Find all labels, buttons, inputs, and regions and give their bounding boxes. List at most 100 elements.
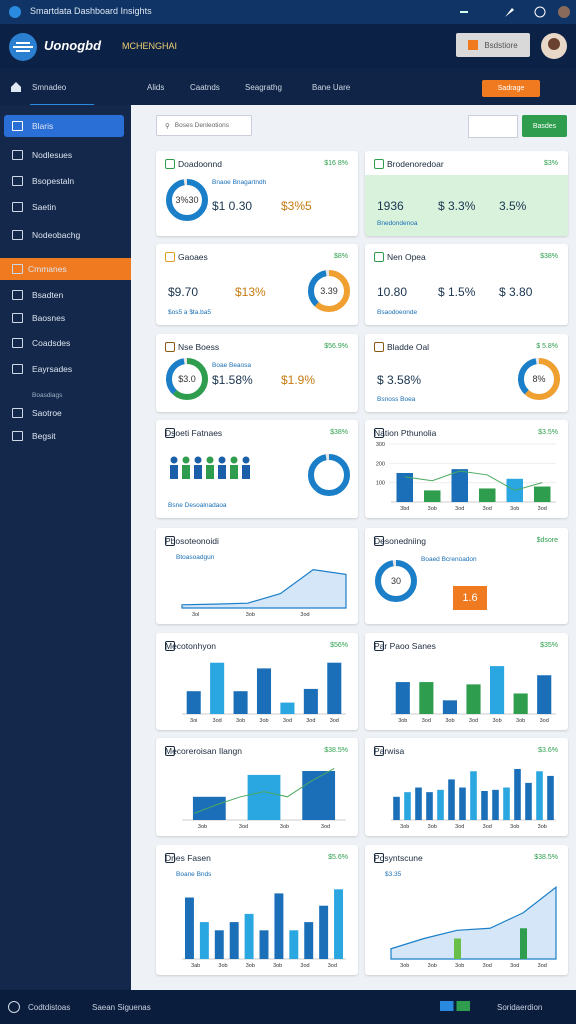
- ring-chart: 3%30: [166, 178, 208, 221]
- person: [206, 465, 214, 479]
- bar: [199, 922, 209, 959]
- nav-tab[interactable]: Alids: [147, 83, 165, 92]
- bar: [426, 792, 433, 820]
- card-badge: $16 8%: [324, 160, 348, 167]
- bar: [442, 700, 457, 714]
- bar: [525, 782, 532, 820]
- stat-value: 3.5%: [499, 199, 527, 213]
- bar: [214, 930, 224, 959]
- sidebar-icon: [12, 176, 23, 186]
- sidebar-item[interactable]: Nodeobachg: [4, 224, 124, 246]
- ring-arc: [166, 178, 208, 221]
- x-tick-label: 3ob: [428, 824, 437, 830]
- sidebar-item[interactable]: Bsadten: [4, 284, 124, 306]
- sidebar-item[interactable]: Eayrsades: [4, 358, 124, 380]
- y-tick-label: 300: [376, 442, 385, 448]
- bar: [247, 774, 281, 820]
- card-title: Brodenoredoar: [387, 159, 444, 169]
- bar: [303, 688, 318, 714]
- card-icon: [374, 159, 384, 169]
- x-tick-label: 3ob: [398, 718, 407, 724]
- person: [242, 465, 250, 479]
- sidebar-item[interactable]: Blaris: [4, 115, 124, 137]
- x-tick-label: 3ob: [259, 718, 268, 724]
- footer-icon: [8, 1001, 20, 1013]
- x-tick-label: 3ob: [400, 824, 409, 830]
- x-tick-label: 3ob: [455, 963, 464, 969]
- bar: [393, 796, 400, 820]
- ring-label: 30: [391, 576, 401, 586]
- search-box[interactable]: ⚲ Boses Denleotions: [156, 115, 252, 136]
- x-tick-label: 3od: [321, 824, 330, 830]
- card: Desonedniing $dsore Boaed Bcrenoadon 30 1.6: [365, 528, 568, 624]
- nav-tab[interactable]: Smnadeo: [32, 83, 67, 92]
- nav-button[interactable]: Sadrage: [482, 80, 540, 97]
- card: Pbosoteonoidi Btoasoadgun 3ol 3ob 3od: [156, 528, 358, 624]
- bar: [319, 905, 329, 959]
- bar: [289, 930, 299, 959]
- footer: Codtdistoas Saean Siguenas Soridaerdion: [0, 990, 576, 1024]
- sidebar-item[interactable]: Saetin: [4, 196, 124, 218]
- sidebar-item[interactable]: Bsopestaln: [4, 170, 124, 192]
- x-tick-label: 3od: [422, 718, 431, 724]
- x-tick-label: 3od: [469, 718, 478, 724]
- nav-tab[interactable]: Bane Uare: [312, 83, 351, 92]
- card-badge: $3%: [543, 160, 558, 167]
- top-bar: Smartdata Dashboard Insights: [0, 0, 576, 24]
- x-tick-label: 3od: [213, 718, 222, 724]
- x-tick-label: 3od: [283, 718, 292, 724]
- footer-text: Saean Siguenas: [92, 1003, 151, 1012]
- bar: [415, 787, 422, 820]
- sidebar-item[interactable]: Coadsdes: [4, 332, 124, 354]
- x-tick-label: 3ob: [246, 963, 255, 969]
- nav-tab[interactable]: Caatnds: [190, 83, 220, 92]
- ring-arc: [308, 454, 350, 496]
- chart: 3oi 3od 3ob 3ob 3od 3od 3od: [182, 662, 346, 724]
- ring-arc: [308, 269, 350, 312]
- ring-chart: [308, 454, 350, 496]
- sidebar-item[interactable]: Begsit: [4, 425, 124, 447]
- card: Brodenoredoar $3% Bnedondenoa 1936 $ 3.3% 3.5…: [365, 151, 568, 236]
- trend-line: [193, 768, 335, 815]
- search-placeholder: Boses Denleotions: [174, 122, 229, 129]
- bar: [274, 893, 284, 959]
- bar: [192, 796, 226, 820]
- home-icon[interactable]: [10, 81, 22, 93]
- bar: [513, 693, 528, 714]
- card-title: Bladde Oal: [387, 342, 430, 352]
- nav-tab[interactable]: Seagrathg: [245, 83, 282, 92]
- chart: 3ob 3ob 3ob 3od 3od 3od: [390, 886, 557, 969]
- x-tick-label: 3od: [300, 612, 309, 618]
- sidebar-item[interactable]: Cmmanes: [0, 258, 131, 280]
- card-title: Doadoonnd: [178, 159, 222, 169]
- bar: [233, 691, 248, 714]
- window-icons[interactable]: [460, 5, 570, 19]
- sidebar-item[interactable]: Boasdiags: [32, 391, 63, 399]
- x-tick-label: 3od: [483, 506, 492, 512]
- card-badge: $38.5%: [324, 747, 348, 754]
- ring-label: 8%: [532, 374, 545, 384]
- ring-chart: 30: [375, 560, 417, 602]
- person: [182, 465, 190, 479]
- sidebar-item[interactable]: Saotroe: [4, 402, 124, 424]
- card: Gaoaes $8% $os5 a $ta.ba5 3.39 $9.70 $13%: [156, 244, 358, 325]
- card-title: Posyntscune: [374, 853, 423, 863]
- card-note: Bsnoss Boea: [377, 396, 416, 403]
- sidebar-item[interactable]: Baosnes: [4, 307, 124, 329]
- x-tick-label: 3ob: [236, 718, 245, 724]
- window-title: Smartdata Dashboard Insights: [30, 6, 152, 16]
- footer-icons[interactable]: [440, 1001, 470, 1011]
- brand-subtitle: MCHENGHAI: [122, 41, 178, 51]
- card-icon: [374, 342, 384, 352]
- x-tick-label: 3bd: [400, 506, 409, 512]
- header-button[interactable]: Bsdstiore: [456, 33, 530, 57]
- sidebar-icon: [12, 313, 23, 323]
- action-button[interactable]: Basdes: [522, 115, 567, 137]
- sidebar-item[interactable]: Nodlesues: [4, 144, 124, 166]
- avatar[interactable]: [540, 32, 568, 60]
- bar: [479, 488, 496, 502]
- bar: [536, 771, 543, 820]
- bar: [256, 668, 272, 714]
- icon-buttons[interactable]: [468, 115, 518, 138]
- card-note: Boae Beaosa: [212, 362, 252, 369]
